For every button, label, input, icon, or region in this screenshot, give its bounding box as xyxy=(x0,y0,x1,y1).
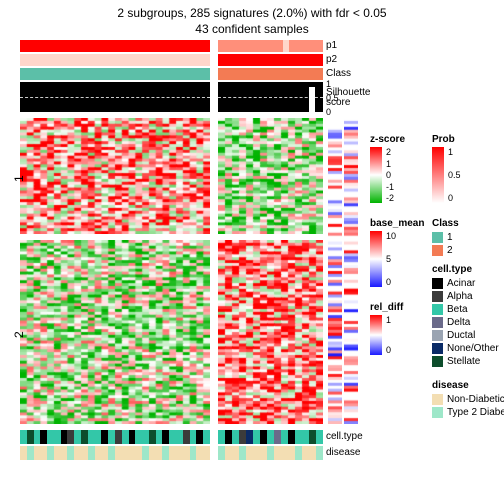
row-group-2: 2 xyxy=(12,331,26,338)
annot-class-block2 xyxy=(218,68,323,80)
label-class: Class xyxy=(326,68,351,79)
sil-tick-0: 0 xyxy=(326,107,331,117)
heatmap-cluster1-block2 xyxy=(218,118,323,234)
bottom-celltype-block1 xyxy=(20,430,210,444)
heatmap-cluster2-block2 xyxy=(218,240,323,424)
label-p2: p2 xyxy=(326,54,337,65)
side-col-reldiff xyxy=(344,118,358,424)
legend-celltype-items: AcinarAlphaBetaDeltaDuctalNone/OtherStel… xyxy=(432,277,499,368)
annot-silhouette-block1 xyxy=(20,82,210,112)
legend-prob-bar xyxy=(432,147,444,203)
label-disease-bottom: disease xyxy=(326,447,360,458)
bottom-celltype-block2 xyxy=(218,430,323,444)
legend-basemean: base_mean 10 5 0 xyxy=(370,216,424,287)
label-p1: p1 xyxy=(326,40,337,51)
legend-basemean-bar xyxy=(370,231,382,287)
annot-p2-block2 xyxy=(218,54,323,66)
legend-reldiff: rel_diff 1 0 xyxy=(370,300,403,355)
side-col-basemean xyxy=(328,118,342,424)
annot-p1-block1 xyxy=(20,40,210,52)
title-line-1: 2 subgroups, 285 signatures (2.0%) with … xyxy=(0,6,504,20)
legend-zscore: z-score 2 1 0 -1 -2 xyxy=(370,132,405,203)
legend-reldiff-bar xyxy=(370,315,382,355)
label-celltype-bottom: cell.type xyxy=(326,431,363,442)
bottom-disease-block2 xyxy=(218,446,323,460)
sil-tick-1: 1 xyxy=(326,79,331,89)
annot-class-block1 xyxy=(20,68,210,80)
legend-disease-items: Non-DiabeticType 2 Diabetic xyxy=(432,393,504,419)
legend-zscore-title: z-score xyxy=(370,134,405,145)
title-line-2: 43 confident samples xyxy=(0,22,504,36)
annot-p2-block1 xyxy=(20,54,210,66)
legend-class: Class 12 xyxy=(432,216,459,257)
bottom-disease-block1 xyxy=(20,446,210,460)
heatmap-cluster1-block1 xyxy=(20,118,210,234)
legend-class-items: 12 xyxy=(432,231,459,257)
legend-celltype: cell.type AcinarAlphaBetaDeltaDuctalNone… xyxy=(432,262,499,368)
sil-tick-05: 0.5 xyxy=(326,93,339,103)
annot-p1-block2 xyxy=(218,40,323,52)
legend-prob-title: Prob xyxy=(432,134,461,145)
heatmap-cluster2-block1 xyxy=(20,240,210,424)
annot-silhouette-block2 xyxy=(218,82,323,112)
legend-zscore-bar xyxy=(370,147,382,203)
legend-prob: Prob 1 0.5 0 xyxy=(432,132,461,203)
row-group-1: 1 xyxy=(12,175,26,182)
legend-disease: disease Non-DiabeticType 2 Diabetic xyxy=(432,378,504,419)
